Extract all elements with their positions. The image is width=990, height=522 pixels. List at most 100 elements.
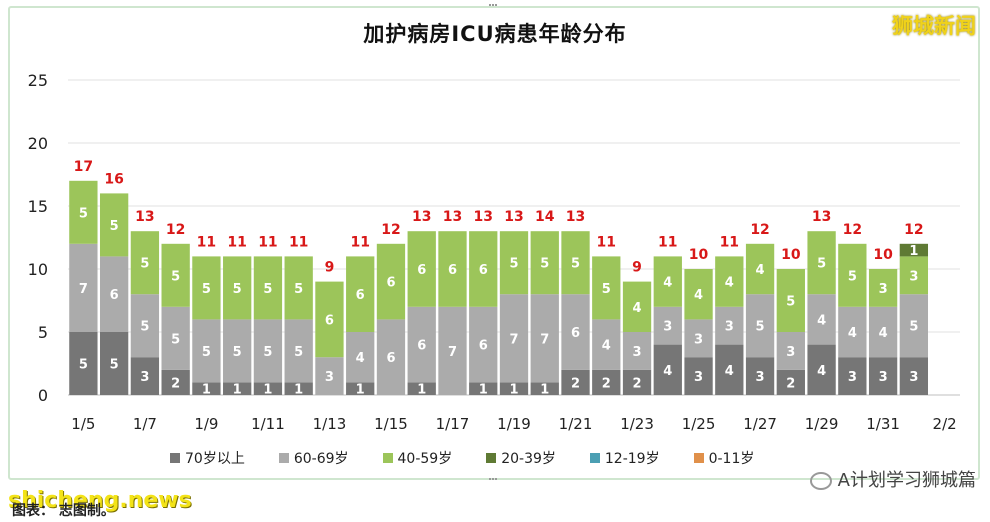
bar-segment-1/30-60-69岁: [838, 306, 867, 358]
bar-segment-1/9-70岁以上: [192, 382, 221, 395]
y-tick-label-5: 5: [38, 323, 48, 342]
resize-handle-top[interactable]: [489, 4, 497, 10]
bar-segment-1/26-70岁以上: [715, 344, 744, 395]
resize-handle-bottom[interactable]: [489, 478, 497, 484]
brand-logo-text: 狮城新闻: [892, 14, 976, 38]
bar-segment-2/1-40-59岁: [899, 256, 929, 295]
total-label-1/15: 12: [381, 222, 400, 238]
data-label-1/12-60-69岁: 5: [294, 345, 303, 360]
total-label-1/6: 16: [104, 171, 123, 187]
data-label-1/14-60-69岁: 4: [356, 351, 365, 366]
bar-segment-1/30-40-59岁: [838, 243, 867, 307]
bar-segment-1/11-40-59岁: [253, 256, 283, 320]
legend-item-12-19[interactable]: 12-19岁: [589, 448, 660, 468]
legend-item-20-39[interactable]: 20-39岁: [486, 448, 556, 468]
bar-segment-1/19-40-59岁: [499, 231, 529, 295]
bar-segment-1/18-70岁以上: [469, 382, 498, 395]
data-label-1/10-70岁以上: 1: [233, 383, 242, 398]
bar-segment-1/28-60-69岁: [776, 332, 805, 370]
legend-item-70plus[interactable]: 70岁以上: [170, 448, 245, 468]
bar-segment-1/6-70岁以上: [99, 332, 129, 395]
data-label-1/5-70岁以上: 5: [79, 358, 88, 373]
total-label-1/19: 13: [504, 209, 523, 225]
bar-segment-1/17-40-59岁: [438, 231, 467, 307]
data-label-1/13-60-69岁: 3: [325, 370, 334, 385]
data-label-1/23-60-69岁: 3: [633, 345, 642, 360]
total-label-1/12: 11: [289, 234, 308, 250]
bar-segment-1/23-60-69岁: [622, 332, 652, 370]
data-label-1/25-40-59岁: 4: [694, 288, 703, 303]
legend-label-12-19: 12-19岁: [604, 451, 660, 467]
bar-segment-1/15-40-59岁: [376, 243, 406, 320]
figure-caption: 图表： 志图制。: [12, 503, 115, 519]
data-label-1/15-60-69岁: 6: [386, 351, 395, 366]
x-tick-label-1/11: 1/11: [251, 415, 285, 433]
legend-item-0-11[interactable]: 0-11岁: [693, 448, 754, 468]
total-label-1/20: 14: [535, 209, 555, 225]
bar-segment-1/18-60-69岁: [469, 306, 498, 383]
data-label-1/24-70岁以上: 4: [663, 364, 672, 379]
data-label-1/21-40-59岁: 5: [571, 257, 580, 272]
x-tick-label-1/7: 1/7: [133, 415, 157, 433]
bar-segment-1/7-70岁以上: [130, 357, 160, 395]
bar-segment-1/13-60-69岁: [315, 357, 344, 395]
data-label-2/1-70岁以上: 3: [909, 370, 918, 385]
legend: 70岁以上 60-69岁 40-59岁 20-39岁 12-19岁 0-11岁: [170, 448, 810, 468]
x-tick-label-1/25: 1/25: [682, 415, 716, 433]
bar-segment-1/29-70岁以上: [807, 344, 836, 395]
x-tick-label-1/13: 1/13: [313, 415, 347, 433]
bar-segment-1/21-40-59岁: [561, 231, 590, 295]
data-label-1/9-60-69岁: 5: [202, 345, 211, 360]
x-tick-label-1/27: 1/27: [743, 415, 777, 433]
total-label-1/5: 17: [74, 159, 93, 175]
legend-item-60-69[interactable]: 60-69岁: [278, 448, 349, 468]
bar-segment-1/27-70岁以上: [745, 357, 775, 395]
data-label-1/17-60-69岁: 7: [448, 345, 457, 360]
total-label-1/8: 12: [166, 222, 185, 238]
data-label-1/21-70岁以上: 2: [571, 376, 580, 391]
bar-segment-1/16-40-59岁: [407, 231, 436, 307]
data-label-1/8-60-69岁: 5: [171, 332, 180, 347]
bar-segment-1/23-70岁以上: [622, 369, 652, 395]
bar-segment-1/17-60-69岁: [438, 306, 467, 395]
legend-swatch-70plus: [170, 453, 180, 463]
data-label-1/16-60-69岁: 6: [417, 339, 426, 354]
total-label-1/30: 12: [843, 222, 862, 238]
legend-swatch-0-11: [693, 453, 704, 463]
data-label-1/19-40-59岁: 5: [509, 257, 518, 272]
bar-segment-1/11-70岁以上: [253, 382, 283, 395]
y-tick-label-10: 10: [28, 260, 48, 279]
data-label-1/11-40-59岁: 5: [263, 282, 272, 297]
total-label-1/16: 13: [412, 209, 431, 225]
bars: 5751756516355132551215511155111551115511…: [69, 159, 929, 398]
legend-item-40-59[interactable]: 40-59岁: [382, 448, 452, 468]
x-tick-label-1/15: 1/15: [374, 415, 408, 433]
bar-segment-1/20-60-69岁: [530, 294, 559, 383]
bar-segment-1/25-70岁以上: [684, 357, 713, 395]
bar-segment-2/1-60-69岁: [899, 294, 929, 358]
bar-segment-1/5-40-59岁: [69, 180, 98, 244]
bar-segment-1/22-70岁以上: [592, 369, 621, 395]
bar-segment-1/16-60-69岁: [407, 306, 436, 383]
data-label-1/18-60-69岁: 6: [479, 339, 488, 354]
data-label-1/15-40-59岁: 6: [386, 276, 395, 291]
bar-segment-1/20-70岁以上: [530, 382, 559, 395]
total-label-1/18: 13: [473, 209, 492, 225]
bar-segment-1/14-60-69岁: [346, 332, 375, 383]
total-label-1/7: 13: [135, 209, 154, 225]
y-tick-label-0: 0: [38, 386, 48, 405]
bar-segment-2/1-20-39岁: [899, 243, 929, 257]
bar-segment-1/5-70岁以上: [69, 332, 98, 395]
bar-segment-1/16-70岁以上: [407, 382, 436, 395]
data-label-1/9-70岁以上: 1: [202, 383, 211, 398]
bar-segment-2/1-70岁以上: [899, 357, 929, 395]
data-label-1/27-40-59岁: 4: [756, 263, 765, 278]
legend-label-20-39: 20-39岁: [501, 451, 556, 467]
total-label-1/17: 13: [443, 209, 462, 225]
bar-segment-1/22-40-59岁: [592, 256, 621, 320]
x-tick-label-1/19: 1/19: [497, 415, 531, 433]
data-label-1/30-40-59岁: 5: [848, 269, 857, 284]
legend-swatch-60-69: [278, 453, 289, 463]
bar-segment-1/25-40-59岁: [684, 269, 713, 320]
bar-segment-1/29-40-59岁: [807, 231, 836, 295]
